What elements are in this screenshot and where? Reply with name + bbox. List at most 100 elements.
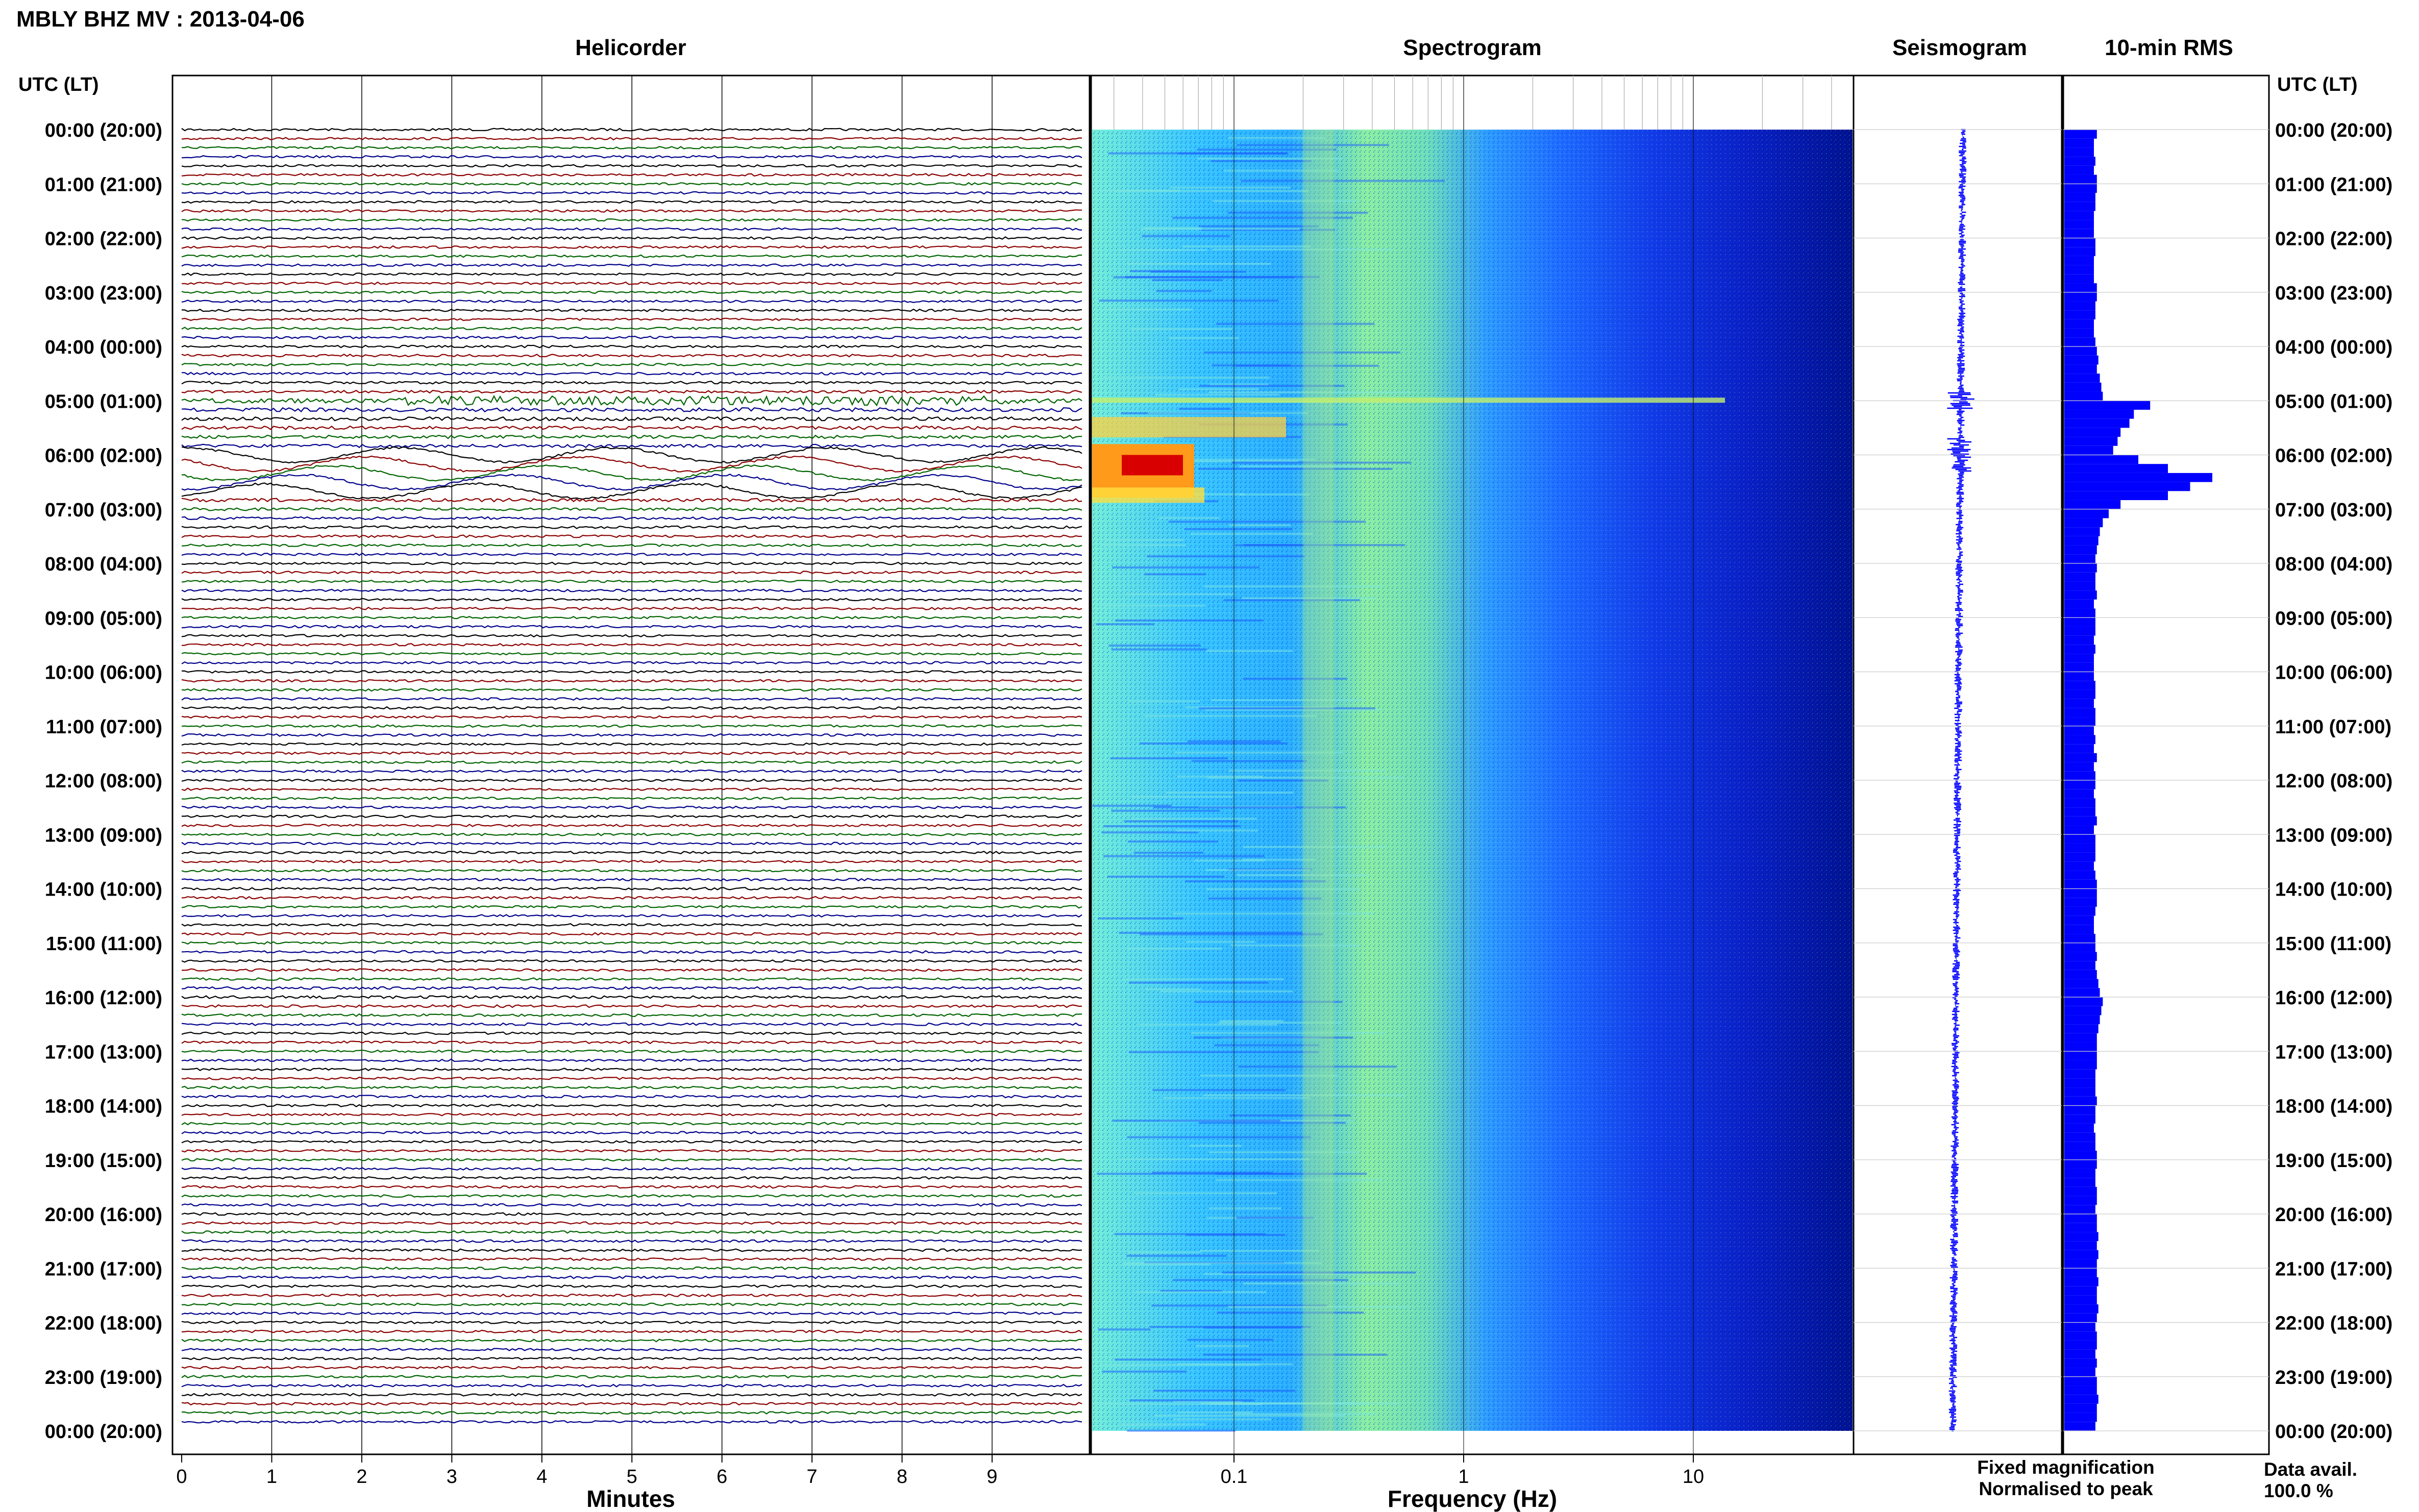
rms-bar [2064,1196,2097,1205]
helicorder-trace [181,317,1082,321]
rms-bar [2064,175,2097,184]
helicorder-trace [181,543,1082,548]
helicorder-trace [181,464,1082,482]
helicorder-trace [181,625,1082,629]
helicorder-trace [181,787,1082,791]
spectrogram-streak [1243,1282,1399,1285]
helicorder-trace [181,218,1082,222]
rms-bar [2064,536,2099,546]
rms-bar [2064,337,2095,346]
rms-bar [2064,689,2095,699]
rms-bar [2064,699,2094,708]
rms-bar [2064,988,2100,997]
hour-label-right: 08:00 (04:00) [2275,554,2392,575]
helicorder-trace [181,724,1082,728]
rms-bar [2064,816,2097,826]
helicorder-trace [181,446,1082,464]
hour-label-left: 22:00 (18:00) [45,1313,162,1334]
spectrogram-streak [1199,707,1375,710]
helicorder-trace [181,474,1082,491]
helicorder-trace [181,1221,1082,1225]
spectrogram-streak [1203,1273,1361,1275]
spectrogram-streak [1151,1304,1327,1307]
rms-bar [2064,1241,2097,1250]
spectrogram-streak [1192,760,1307,762]
rms-bar [2064,1223,2097,1232]
spectrogram-streak [1108,644,1201,647]
rms-bar [2064,1376,2097,1386]
spectrogram-streak [1242,858,1316,861]
rms-bar [2064,247,2095,256]
helicorder-trace [181,1031,1082,1035]
rms-bar [2064,202,2095,211]
hour-label-right: 18:00 (14:00) [2275,1096,2392,1118]
rms-bar [2064,735,2095,745]
hour-label-left: 04:00 (00:00) [45,337,162,358]
rms-bar [2064,283,2097,292]
helicorder-trace [181,425,1082,430]
hour-label-right: 13:00 (09:00) [2275,825,2392,846]
spectrogram-streak [1186,1234,1286,1236]
spectrogram-streak [1101,831,1198,834]
rms-bar [2064,1123,2094,1133]
spectrogram-streak [1187,1339,1273,1341]
spectrogram-streak [1185,706,1336,708]
hour-label-left: 05:00 (01:00) [45,391,162,412]
spectrogram-streak [1134,1192,1277,1195]
rms-bar [2064,681,2095,690]
hour-label-left: 00:00 (20:00) [45,120,162,141]
seismogram-panel [1853,75,2063,1455]
spectrogram-streak [1179,388,1259,390]
helicorder-trace [181,482,1082,500]
helicorder-trace [181,733,1082,737]
hour-label-right: 10:00 (06:00) [2275,662,2392,684]
helicorder-trace [181,516,1082,520]
hour-label-left: 15:00 (11:00) [46,933,162,955]
spectrogram-streak [1205,650,1293,652]
helicorder-trace [181,688,1082,692]
hour-label-right: 22:00 (18:00) [2275,1313,2392,1334]
rms-bar [2064,1033,2097,1043]
rms-bar [2064,1214,2097,1223]
rms-bar [2064,906,2095,916]
spectrogram-streak [1153,806,1346,809]
rms-bar [2064,184,2097,193]
rms-bar [2064,545,2097,555]
rms-bar [2064,256,2094,265]
hour-label-left: 18:00 (14:00) [45,1096,162,1118]
rms-bar [2064,1322,2095,1332]
spectrogram-streak [1128,700,1200,703]
hour-label-right: 15:00 (11:00) [2275,933,2391,955]
helicorder-trace [181,281,1082,285]
rms-bar [2064,834,2095,844]
spectrogram-streak [1113,276,1295,279]
spectrogram-streak [1124,820,1239,823]
hour-label-left: 02:00 (22:00) [45,229,162,250]
rms-bar [2064,1304,2099,1313]
spectrogram-streak [1153,1390,1296,1392]
helicorder-trace [181,697,1082,701]
helicorder-trace [181,869,1082,873]
helicorder-trace [181,172,1082,177]
helicorder-trace [181,245,1082,249]
hour-label-left: 08:00 (04:00) [45,554,162,575]
hour-label-left: 19:00 (15:00) [45,1150,162,1172]
spectrogram-streak [1118,1158,1310,1160]
helicorder-trace [181,407,1082,413]
spectrogram-streak [1211,160,1312,162]
spectrogram-streak [1237,874,1368,877]
rms-bar [2064,879,2097,889]
helicorder-trace [181,434,1082,439]
spectrogram-streak [1205,869,1311,872]
helicorder-trace [181,128,1082,132]
spectrogram-streak [1172,912,1374,915]
helicorder-trace [181,932,1082,936]
rms-bar [2064,1087,2095,1097]
spectrogram-streak [1172,216,1353,219]
hour-label-right: 11:00 (07:00) [2275,716,2391,738]
spectrogram-streak [1101,376,1270,379]
rms-bar [2064,708,2095,717]
spectrogram-streak [1152,1172,1273,1174]
helicorder-trace [181,1167,1082,1171]
spectrogram-streak [1128,1251,1201,1254]
